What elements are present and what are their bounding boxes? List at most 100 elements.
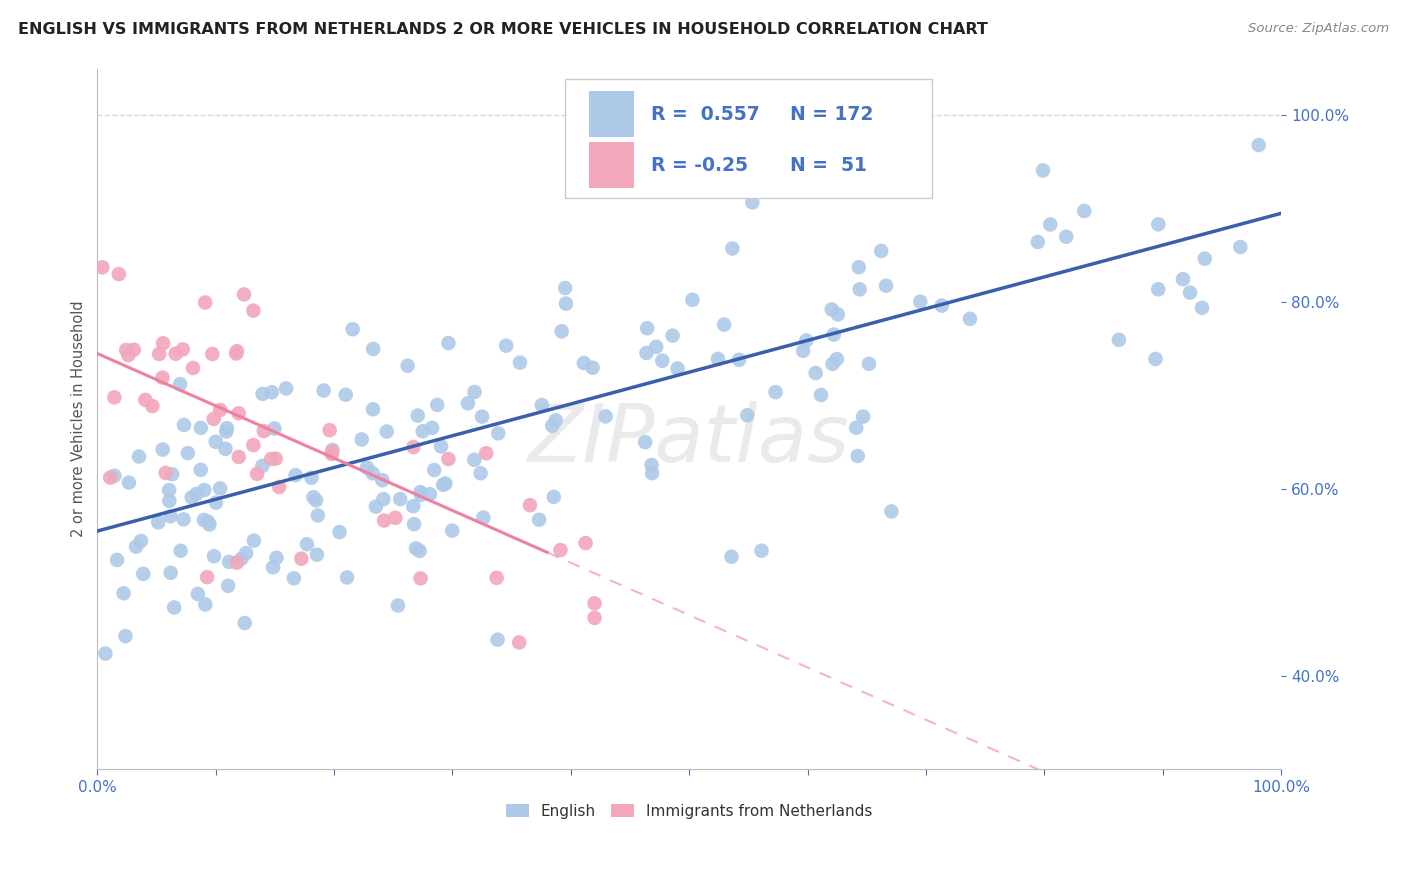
- Point: [720, 549, 742, 564]
- Point: [908, 294, 931, 309]
- Point: [114, 629, 136, 643]
- Point: [225, 346, 247, 360]
- Point: [1108, 333, 1130, 347]
- Point: [205, 496, 228, 510]
- Point: [226, 344, 249, 359]
- Point: [402, 500, 425, 514]
- Point: [575, 536, 598, 550]
- Point: [301, 471, 323, 485]
- Point: [821, 302, 844, 317]
- Point: [1229, 240, 1251, 254]
- Point: [194, 598, 217, 612]
- Point: [252, 458, 274, 473]
- Text: Source: ZipAtlas.com: Source: ZipAtlas.com: [1249, 22, 1389, 36]
- Point: [846, 449, 869, 463]
- Text: R =  0.557: R = 0.557: [651, 104, 761, 124]
- Point: [233, 287, 256, 301]
- Point: [118, 475, 141, 490]
- Point: [666, 361, 689, 376]
- Point: [384, 511, 406, 525]
- Point: [197, 515, 219, 529]
- Point: [1039, 218, 1062, 232]
- Point: [195, 570, 218, 584]
- Point: [160, 467, 183, 482]
- Point: [242, 438, 264, 452]
- Point: [544, 413, 567, 427]
- Point: [305, 493, 328, 508]
- Point: [870, 244, 893, 258]
- Point: [103, 391, 125, 405]
- Point: [209, 403, 232, 417]
- Point: [373, 514, 395, 528]
- Point: [641, 466, 664, 480]
- Point: [218, 555, 240, 569]
- Point: [336, 570, 359, 584]
- Point: [463, 452, 485, 467]
- Point: [681, 293, 703, 307]
- Point: [437, 452, 460, 467]
- Point: [495, 339, 517, 353]
- Point: [159, 566, 181, 580]
- Point: [796, 334, 818, 348]
- Point: [463, 384, 485, 399]
- Point: [583, 596, 606, 610]
- Point: [825, 351, 848, 366]
- Point: [402, 440, 425, 454]
- Point: [173, 417, 195, 432]
- Point: [434, 476, 457, 491]
- Point: [214, 442, 236, 456]
- Point: [295, 537, 318, 551]
- Point: [848, 282, 870, 296]
- Text: N =  51: N = 51: [790, 156, 866, 175]
- Point: [209, 481, 232, 495]
- Point: [1178, 285, 1201, 300]
- Point: [202, 549, 225, 564]
- Point: [181, 361, 204, 376]
- Point: [550, 543, 572, 558]
- Point: [636, 346, 658, 360]
- Point: [389, 492, 412, 507]
- Point: [94, 647, 117, 661]
- Point: [155, 466, 177, 480]
- Point: [519, 498, 541, 512]
- Point: [1026, 235, 1049, 249]
- Point: [157, 494, 180, 508]
- Point: [1247, 138, 1270, 153]
- Point: [252, 387, 274, 401]
- Point: [335, 388, 357, 402]
- Point: [157, 483, 180, 498]
- Point: [555, 296, 578, 310]
- Point: [1032, 163, 1054, 178]
- Point: [284, 468, 307, 483]
- Point: [180, 491, 202, 505]
- Point: [572, 356, 595, 370]
- Point: [432, 478, 454, 492]
- Point: [115, 343, 138, 357]
- Point: [165, 347, 187, 361]
- Point: [721, 242, 744, 256]
- Point: [541, 418, 564, 433]
- Point: [356, 460, 378, 475]
- Point: [163, 600, 186, 615]
- Point: [804, 366, 827, 380]
- Point: [267, 480, 290, 494]
- Point: [845, 420, 868, 434]
- Point: [328, 525, 350, 540]
- Point: [122, 343, 145, 357]
- Point: [406, 409, 429, 423]
- Point: [215, 425, 238, 439]
- Point: [215, 421, 238, 435]
- Point: [186, 487, 208, 501]
- Point: [554, 281, 576, 295]
- Point: [201, 347, 224, 361]
- Point: [486, 632, 509, 647]
- Point: [707, 351, 730, 366]
- FancyBboxPatch shape: [589, 91, 634, 136]
- Point: [508, 635, 530, 649]
- Point: [651, 353, 673, 368]
- Point: [823, 327, 845, 342]
- Point: [228, 450, 250, 464]
- Point: [751, 543, 773, 558]
- Point: [373, 492, 395, 507]
- Point: [1171, 272, 1194, 286]
